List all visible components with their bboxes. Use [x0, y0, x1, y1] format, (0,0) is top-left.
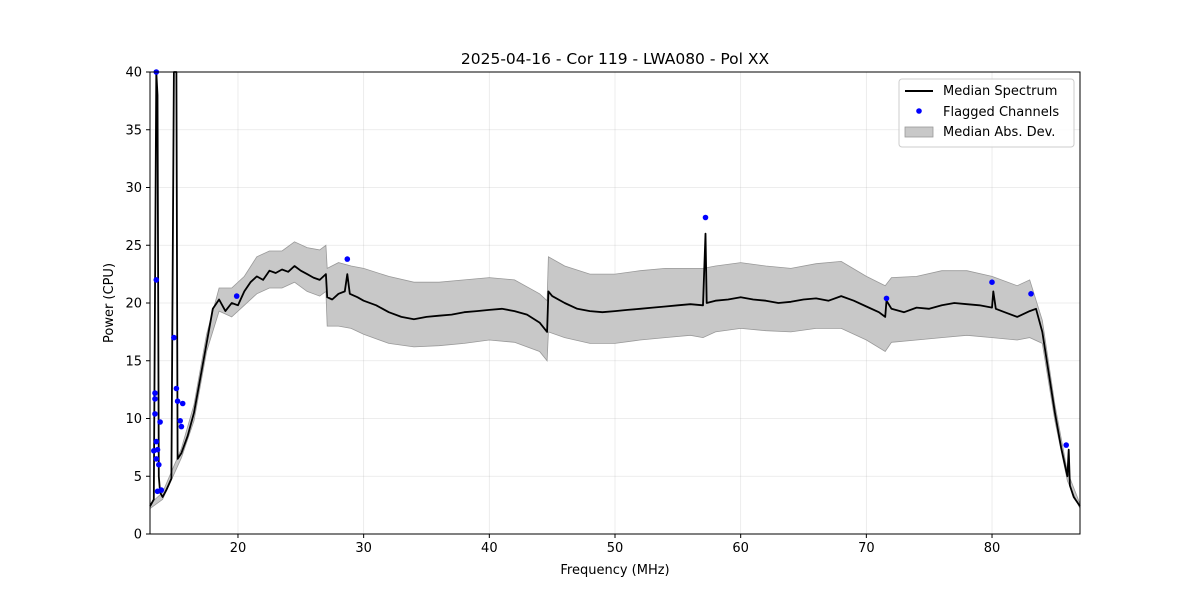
legend: Median Spectrum Flagged Channels Median …: [898, 78, 1075, 148]
flagged-channel-point: [152, 411, 158, 417]
flagged-channel-point: [989, 279, 995, 286]
flagged-channel-point: [702, 214, 709, 221]
y-tick-label: 15: [125, 354, 142, 369]
flagged-channel-point: [883, 295, 890, 302]
legend-label-median: Median Spectrum: [943, 84, 1057, 99]
flagged-channel-point: [174, 398, 181, 405]
y-tick-label: 20: [125, 297, 142, 312]
flagged-channel-point: [344, 256, 351, 262]
flagged-points-layer: [151, 69, 1069, 495]
flagged-channel-point: [178, 423, 185, 430]
y-axis-label: Power (CPU): [102, 263, 117, 343]
legend-box: [898, 78, 1075, 148]
legend-label-mad: Median Abs. Dev.: [943, 125, 1055, 140]
y-tick-label: 10: [125, 412, 142, 427]
x-axis: 20 30 40 50 60 70 80: [230, 534, 1001, 556]
x-tick-label: 60: [732, 541, 749, 556]
y-tick-label: 5: [134, 470, 142, 485]
y-tick-label: 40: [125, 66, 142, 81]
median-spectrum-line: [149, 71, 1081, 507]
flagged-channel-point: [157, 419, 163, 425]
legend-band-swatch: [904, 126, 934, 138]
flagged-channel-point: [158, 487, 165, 493]
flagged-channel-point: [153, 438, 160, 445]
flagged-channel-point: [173, 385, 180, 392]
y-tick-label: 30: [125, 181, 142, 196]
x-tick-label: 70: [858, 541, 875, 556]
x-tick-label: 50: [607, 541, 624, 556]
x-tick-label: 30: [355, 541, 372, 556]
flagged-channel-point: [1028, 291, 1034, 297]
flagged-channel-point: [153, 277, 160, 283]
y-tick-label: 25: [125, 239, 142, 254]
x-tick-label: 80: [984, 541, 1001, 556]
x-tick-label: 40: [481, 541, 498, 556]
legend-point-swatch: [916, 108, 922, 114]
flagged-channel-point: [151, 448, 157, 454]
median-line-layer: [149, 71, 1081, 507]
flagged-channel-point: [171, 334, 177, 341]
y-tick-label: 35: [125, 123, 142, 138]
flagged-channel-point: [156, 461, 162, 468]
y-axis: 0 5 10 15 20 25 30 35 40: [125, 66, 150, 543]
flagged-channel-point: [177, 418, 183, 424]
flagged-channel-point: [233, 293, 240, 299]
x-axis-label: Frequency (MHz): [560, 563, 669, 578]
legend-label-flagged: Flagged Channels: [943, 105, 1059, 120]
chart-title: 2025-04-16 - Cor 119 - LWA080 - Pol XX: [461, 50, 770, 68]
flagged-channel-point: [1063, 442, 1069, 448]
flagged-channel-point: [179, 400, 186, 407]
flagged-channel-point: [152, 390, 158, 396]
x-tick-label: 20: [230, 541, 247, 556]
flagged-channel-point: [153, 456, 160, 462]
flagged-channel-point: [152, 396, 158, 402]
y-tick-label: 0: [134, 528, 142, 543]
